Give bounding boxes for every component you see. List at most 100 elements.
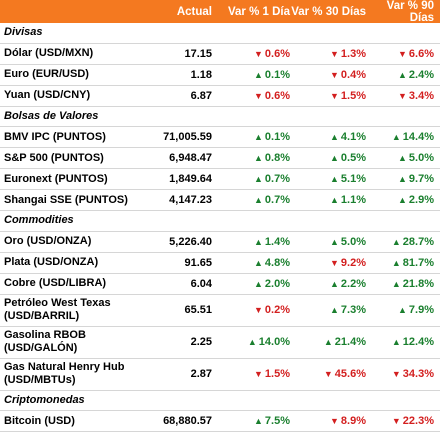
triangle-down-icon: ▼: [253, 305, 263, 315]
triangle-up-icon: ▲: [391, 236, 401, 247]
var-30d-cell: ▼ 45.6%: [290, 368, 366, 380]
var-30d-value: 5.1%: [340, 173, 366, 185]
var-1d-value: 0.6%: [264, 89, 290, 102]
var-1d-cell: ▲ 0.7%: [212, 194, 290, 206]
triangle-up-icon: ▲: [329, 305, 339, 315]
var-1d-value: 1.5%: [264, 368, 290, 380]
table-row: Bitcoin (USD) 68,880.57 ▲ 7.5% ▼ 8.9% ▼ 22.3%: [0, 411, 440, 432]
var-90d-cell: ▲ 21.8%: [366, 278, 438, 290]
var-90d-cell: ▲ 14.4%: [366, 131, 438, 143]
triangle-up-icon: ▲: [329, 195, 339, 205]
triangle-down-icon: ▼: [329, 69, 339, 80]
triangle-up-icon: ▲: [329, 278, 339, 289]
var-90d-cell: ▲ 2.9%: [366, 194, 438, 206]
table-row: Dólar (USD/MXN) 17.15 ▼ 0.6% ▼ 1.3% ▼ 6.6%: [0, 44, 440, 65]
instrument-name: Gasolina RBOB (USD/GALÓN): [4, 329, 86, 354]
var-30d-cell: ▲ 4.1%: [290, 131, 366, 143]
var-90d-cell: ▼ 6.6%: [366, 48, 438, 60]
var-1d-value: 0.8%: [264, 152, 290, 164]
instrument-name: BMV IPC (PUNTOS): [4, 130, 106, 143]
var-90d-cell: ▼ 34.3%: [366, 368, 438, 380]
var-90d-cell: ▼ 3.4%: [366, 90, 438, 102]
triangle-up-icon: ▲: [253, 195, 263, 205]
triangle-up-icon: ▲: [253, 132, 263, 142]
table-row: S&P 500 (PUNTOS) 6,948.47 ▲ 0.8% ▲ 0.5% ▲ 5.0%: [0, 148, 440, 169]
var-1d-value: 4.8%: [264, 256, 290, 269]
var-1d-value: 0.1%: [264, 131, 290, 143]
actual-value: 1,849.64: [169, 173, 212, 185]
triangle-up-icon: ▲: [329, 132, 339, 142]
var-1d-value: 0.7%: [264, 194, 290, 206]
actual-value: 5,226.40: [169, 235, 212, 248]
triangle-up-icon: ▲: [253, 278, 263, 289]
var-1d-cell: ▼ 1.5%: [212, 368, 290, 380]
var-1d-value: 14.0%: [258, 336, 290, 348]
var-30d-cell: ▲ 5.1%: [290, 173, 366, 185]
triangle-up-icon: ▲: [397, 174, 407, 184]
var-30d-value: 9.2%: [340, 256, 366, 269]
table-row: Euronext (PUNTOS) 1,849.64 ▲ 0.7% ▲ 5.1% ▲ 9.7%: [0, 169, 440, 190]
section-row: Divisas: [0, 23, 440, 44]
table-body: Divisas Dólar (USD/MXN) 17.15 ▼ 0.6% ▼ 1.3% ▼ 6.…: [0, 23, 440, 432]
var-30d-value: 4.1%: [340, 131, 366, 143]
triangle-up-icon: ▲: [391, 132, 401, 142]
section-row: Criptomonedas: [0, 391, 440, 411]
var-90d-value: 2.9%: [408, 194, 434, 206]
var-30d-value: 5.0%: [340, 235, 366, 248]
table-row: Gasolina RBOB (USD/GALÓN) 2.25 ▲ 14.0% ▲ 21.4…: [0, 327, 440, 359]
var-30d-cell: ▼ 9.2%: [290, 257, 366, 269]
var-90d-value: 5.0%: [408, 152, 434, 164]
var-30d-value: 0.4%: [340, 68, 366, 81]
var-90d-value: 3.4%: [408, 89, 434, 102]
var-90d-value: 34.3%: [402, 368, 434, 380]
triangle-up-icon: ▲: [253, 174, 263, 184]
instrument-name: Euronext (PUNTOS): [4, 172, 108, 185]
instrument-name: Euro (EUR/USD): [4, 68, 89, 80]
actual-value: 6.87: [190, 89, 212, 102]
instrument-name: Yuan (USD/CNY): [4, 89, 91, 101]
var-30d-value: 45.6%: [334, 368, 366, 380]
var-90d-value: 2.4%: [408, 68, 434, 81]
actual-value: 71,005.59: [163, 131, 212, 143]
var-30d-value: 2.2%: [340, 277, 366, 290]
var-30d-cell: ▼ 1.5%: [290, 90, 366, 102]
triangle-down-icon: ▼: [329, 90, 339, 101]
section-title: Criptomonedas: [4, 393, 85, 406]
var-90d-value: 6.6%: [408, 47, 434, 60]
var-90d-cell: ▲ 9.7%: [366, 173, 438, 185]
section-row: Bolsas de Valores: [0, 107, 440, 127]
header-var-1d: Var % 1 Día: [227, 5, 290, 18]
triangle-down-icon: ▼: [397, 48, 407, 59]
table-row: BMV IPC (PUNTOS) 71,005.59 ▲ 0.1% ▲ 4.1% ▲ 14.4…: [0, 127, 440, 148]
var-90d-cell: ▼ 22.3%: [366, 415, 438, 427]
section-title: Commodities: [4, 214, 74, 227]
var-1d-cell: ▲ 2.0%: [212, 278, 290, 290]
actual-value: 2.87: [190, 368, 212, 380]
triangle-up-icon: ▲: [247, 337, 257, 347]
triangle-up-icon: ▲: [253, 416, 263, 426]
header-var-30d: Var % 30 Días: [291, 5, 366, 18]
instrument-name: Shangai SSE (PUNTOS): [4, 193, 128, 206]
table-row: Yuan (USD/CNY) 6.87 ▼ 0.6% ▼ 1.5% ▼ 3.4%: [0, 86, 440, 107]
var-1d-cell: ▲ 0.1%: [212, 131, 290, 143]
triangle-up-icon: ▲: [329, 236, 339, 247]
var-1d-cell: ▲ 1.4%: [212, 236, 290, 248]
actual-value: 6,948.47: [169, 152, 212, 164]
var-90d-cell: ▲ 5.0%: [366, 152, 438, 164]
instrument-name: Plata (USD/ONZA): [4, 256, 99, 268]
var-1d-cell: ▲ 0.7%: [212, 173, 290, 185]
actual-value: 91.65: [184, 256, 212, 269]
triangle-down-icon: ▼: [253, 369, 263, 379]
var-90d-value: 81.7%: [402, 256, 434, 269]
var-90d-value: 22.3%: [402, 415, 434, 427]
header-var-90d: Var % 90 Días: [386, 0, 434, 24]
var-90d-cell: ▲ 12.4%: [366, 336, 438, 348]
actual-value: 1.18: [190, 68, 212, 81]
var-1d-value: 0.1%: [264, 68, 290, 81]
var-1d-cell: ▲ 4.8%: [212, 257, 290, 269]
triangle-up-icon: ▲: [397, 195, 407, 205]
var-1d-value: 0.7%: [264, 173, 290, 185]
table-header: Actual Var % 1 Día Var % 30 Días Var % 9…: [0, 0, 440, 24]
var-1d-cell: ▲ 7.5%: [212, 415, 290, 427]
table-row: Shangai SSE (PUNTOS) 4,147.23 ▲ 0.7% ▲ 1.1% ▲ 2…: [0, 190, 440, 211]
